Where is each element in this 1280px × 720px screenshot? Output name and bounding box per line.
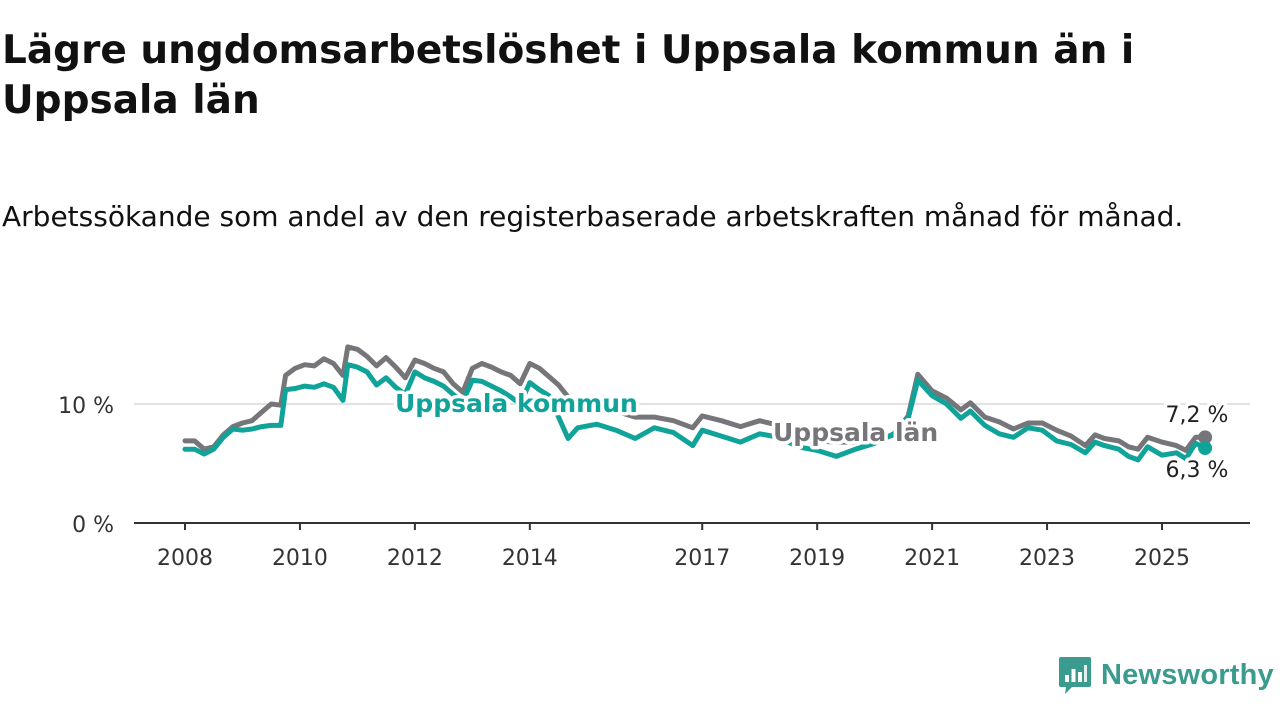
x-tick-label: 2014 — [502, 546, 558, 571]
series-label-kommun: Uppsala kommun — [395, 389, 638, 418]
newsworthy-logo-icon — [1059, 657, 1091, 694]
x-tick-label: 2008 — [157, 546, 213, 571]
y-tick-label: 10 % — [58, 394, 114, 419]
end-value-lan-halo: 7,2 % — [1166, 403, 1229, 428]
y-tick-label: 0 % — [72, 513, 114, 538]
series-line-kommun — [182, 362, 1208, 463]
series-label-kommun-halo: Uppsala kommun — [395, 389, 638, 418]
axes: 0 % 10 % 2008 2010 2012 2014 2017 2019 2021 2023 2… — [58, 394, 1250, 571]
end-value-lan: 7,2 % — [1166, 403, 1229, 428]
series-label-lan: Uppsala län — [773, 418, 938, 447]
series-label-lan-halo: Uppsala län — [773, 418, 938, 447]
x-tick-label: 2023 — [1019, 546, 1075, 571]
x-tick-label: 2021 — [904, 546, 960, 571]
x-tick-label: 2019 — [789, 546, 845, 571]
chart-title: Lägre ungdomsarbetslöshet i Uppsala komm… — [2, 28, 1135, 123]
chart-subtitle: Arbetssökande som andel av den registerb… — [2, 200, 1184, 233]
end-value-kommun-halo: 6,3 % — [1166, 458, 1229, 483]
x-tick-label: 2012 — [387, 546, 443, 571]
series-line-lan — [182, 344, 1208, 453]
end-point-kommun — [1198, 441, 1213, 456]
brand-name: Newsworthy — [1101, 658, 1274, 691]
x-tick-label: 2025 — [1134, 546, 1190, 571]
x-tick-label: 2010 — [272, 546, 328, 571]
newsworthy-logo: Newsworthy — [1058, 654, 1274, 696]
x-tick-label: 2017 — [674, 546, 730, 571]
end-value-kommun: 6,3 % — [1166, 458, 1229, 483]
end-point-lan — [1198, 430, 1213, 445]
series — [182, 344, 1213, 463]
